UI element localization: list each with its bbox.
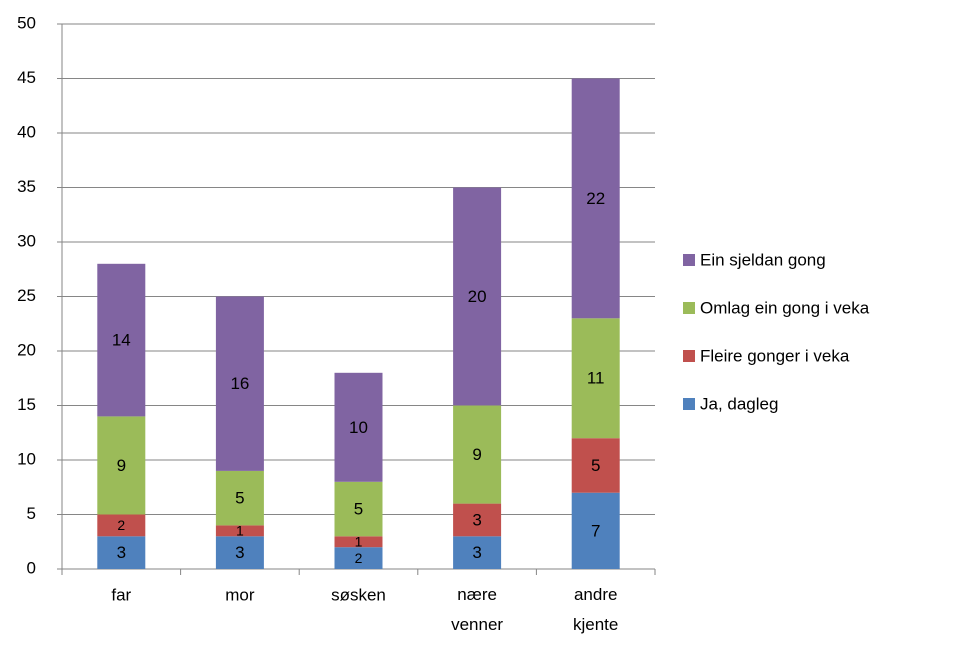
data-label: 3 — [235, 543, 244, 562]
data-label: 20 — [468, 287, 487, 306]
data-label: 1 — [236, 523, 244, 539]
bar-segment — [334, 547, 383, 569]
data-label: 9 — [472, 445, 481, 464]
y-tick-label: 15 — [17, 395, 36, 414]
data-label: 16 — [230, 374, 249, 393]
legend-label: Ja, dagleg — [700, 394, 778, 413]
bar-segment — [97, 416, 146, 515]
x-tick-label: nære venner — [451, 585, 503, 634]
y-tick-label: 30 — [17, 231, 36, 250]
x-tick-label: andre kjente — [573, 585, 618, 634]
bar-segment — [97, 263, 146, 417]
bar-segment — [453, 405, 502, 504]
bar-segment — [334, 481, 383, 537]
data-label: 11 — [587, 369, 605, 388]
y-tick-label: 10 — [17, 449, 36, 468]
y-tick-label: 5 — [27, 504, 36, 523]
data-label: 1 — [355, 533, 363, 549]
legend-swatch — [683, 302, 695, 314]
data-label: 3 — [472, 543, 481, 562]
bar-segment — [571, 438, 620, 493]
data-label: 9 — [117, 456, 126, 475]
bar-segment — [215, 525, 264, 537]
data-label: 5 — [235, 489, 244, 508]
y-tick-label: 45 — [17, 68, 36, 87]
y-tick-label: 40 — [17, 122, 36, 141]
data-label: 2 — [355, 550, 363, 566]
x-tick-label: søsken — [331, 585, 386, 604]
data-label: 10 — [349, 418, 368, 437]
bar-segment — [453, 187, 502, 406]
y-tick-label: 50 — [17, 13, 36, 32]
bar-segment — [215, 536, 264, 569]
y-tick-label: 35 — [17, 177, 36, 196]
bar-segment — [571, 492, 620, 569]
bar-segment — [334, 536, 383, 548]
bar-segment — [97, 514, 146, 537]
legend-label: Ein sjeldan gong — [700, 250, 826, 269]
y-tick-label: 25 — [17, 286, 36, 305]
data-label: 14 — [112, 331, 131, 350]
y-tick-label: 20 — [17, 340, 36, 359]
x-tick-label: far — [111, 585, 131, 604]
bar-segment — [453, 503, 502, 537]
legend-label: Omlag ein gong i veka — [700, 298, 870, 317]
legend-swatch — [683, 254, 695, 266]
legend-label: Fleire gonger i veka — [700, 346, 850, 365]
data-label: 22 — [586, 189, 605, 208]
bar-segment — [571, 318, 620, 439]
bar-segment — [215, 296, 264, 471]
bar-segment — [453, 536, 502, 569]
data-label: 3 — [117, 543, 126, 562]
y-tick-label: 0 — [27, 558, 36, 577]
data-label: 3 — [472, 510, 481, 529]
bar-segment — [215, 470, 264, 526]
data-label: 5 — [591, 456, 600, 475]
bar-segment — [571, 78, 620, 319]
bar-segment — [97, 536, 146, 569]
bar-segment — [334, 372, 383, 482]
legend-swatch — [683, 350, 695, 362]
x-tick-label: mor — [225, 585, 255, 604]
data-label: 7 — [591, 521, 600, 540]
data-label: 2 — [117, 517, 125, 533]
data-label: 5 — [354, 500, 363, 519]
legend-swatch — [683, 398, 695, 410]
